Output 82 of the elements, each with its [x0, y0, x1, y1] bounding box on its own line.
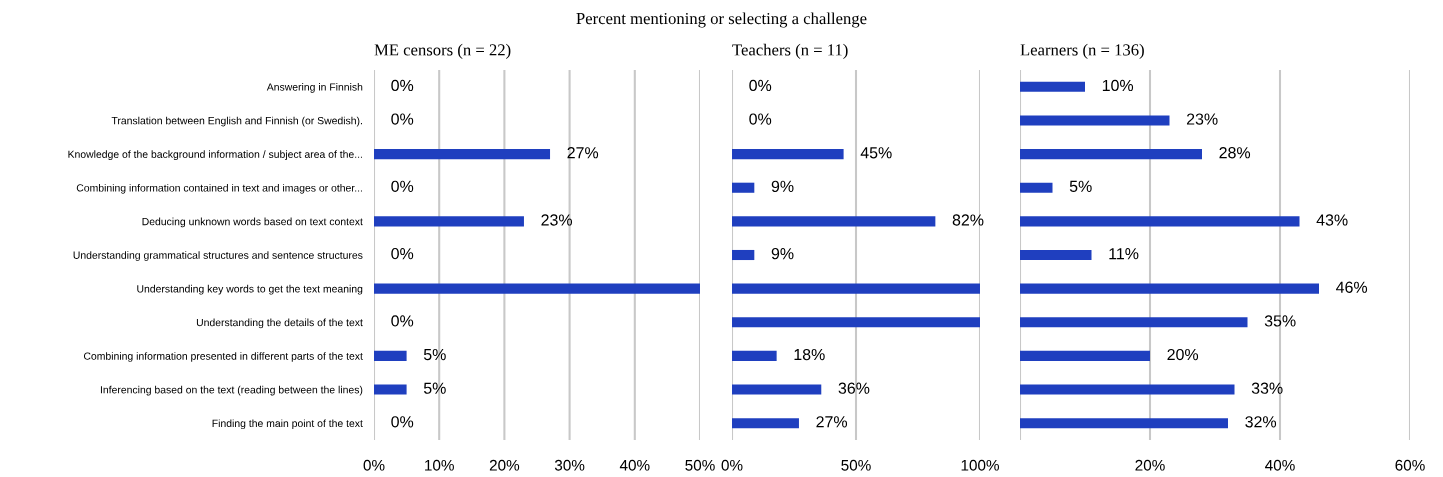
x-tick-label: 60% [1395, 459, 1425, 471]
data-label: 33% [1251, 382, 1283, 394]
data-label: 0% [391, 247, 414, 260]
data-label: 27% [816, 416, 848, 428]
data-label: 5% [423, 382, 446, 394]
data-label: 36% [838, 382, 870, 394]
x-tick-label: 20% [1135, 459, 1165, 471]
bar [1020, 384, 1235, 395]
data-label: 0% [391, 180, 414, 193]
x-tick-label: 100% [961, 459, 999, 471]
data-label: 0% [749, 113, 772, 125]
bar [732, 283, 980, 294]
y-tick-label: Combining information presented in different parts of the text [83, 352, 363, 362]
bar [732, 317, 980, 328]
bar [1020, 418, 1228, 429]
bar [1020, 350, 1150, 361]
x-tick-label: 40% [1265, 459, 1295, 471]
bar [1020, 249, 1092, 261]
bar [374, 350, 407, 361]
y-tick-label: Translation between English and Finnish (or Swedish). [111, 116, 362, 127]
chart-subtitle: Teachers (n = 11) [732, 43, 848, 59]
chart-subtitle: ME censors (n = 22) [374, 43, 511, 59]
y-tick-label: Inferencing based on the text (reading between the lines) [100, 385, 363, 396]
data-label: 46% [1336, 281, 1368, 293]
data-label: 0% [391, 79, 414, 92]
x-tick-label: 50% [685, 459, 715, 471]
data-label: 9% [771, 247, 794, 260]
y-tick-label: Answering in Finnish [266, 83, 363, 93]
y-tick-label: Finding the main point of the text [212, 419, 363, 430]
data-label: 23% [541, 214, 573, 226]
data-label: 0% [391, 113, 414, 125]
x-tick-label: 30% [554, 459, 585, 471]
bar [374, 283, 700, 294]
data-label: 0% [391, 315, 414, 327]
y-tick-label: Understanding the details of the text [196, 318, 363, 329]
bar [732, 216, 936, 227]
y-tick-label: Combining information contained in text and images or other... [76, 183, 362, 194]
chart-title: Percent mentioning or selecting a challenge [576, 12, 867, 28]
data-label: 35% [1264, 315, 1296, 327]
data-label: 23% [1186, 113, 1218, 125]
x-tick-label: 0% [721, 459, 743, 471]
bar [1020, 317, 1248, 328]
bar [732, 350, 777, 361]
y-tick-label: Knowledge of the background information / subject area of the... [68, 150, 362, 161]
bar [374, 384, 407, 395]
x-tick-label: 0% [363, 459, 385, 471]
bar [732, 249, 755, 261]
bar [1020, 283, 1319, 294]
bar [732, 149, 844, 160]
data-label: 0% [749, 79, 772, 92]
data-label: 5% [1069, 180, 1092, 193]
bar [732, 384, 822, 395]
data-label: 82% [952, 214, 984, 226]
x-tick-label: 40% [619, 459, 650, 471]
chart-subtitle: Learners (n = 136) [1020, 43, 1144, 59]
data-label: 0% [391, 416, 414, 428]
data-label: 10% [1102, 79, 1134, 92]
bar [1020, 81, 1085, 92]
data-label: 28% [1219, 147, 1251, 159]
data-label: 11% [1109, 248, 1139, 260]
x-tick-label: 20% [489, 459, 520, 471]
data-label: 43% [1316, 214, 1348, 226]
data-label: 27% [567, 147, 599, 159]
bar [374, 216, 524, 227]
data-label: 45% [860, 147, 892, 159]
bar [732, 182, 755, 193]
data-label: 5% [423, 348, 446, 361]
data-label: 32% [1245, 416, 1277, 428]
bar [1020, 149, 1202, 160]
bar [374, 149, 551, 160]
data-label: 20% [1167, 348, 1199, 361]
x-tick-label: 50% [841, 459, 871, 471]
bar [732, 418, 799, 429]
y-tick-label: Understanding key words to get the text meaning [137, 284, 363, 295]
bar [1020, 115, 1170, 126]
y-tick-label: Deducing unknown words based on text context [142, 217, 363, 228]
bar [1020, 182, 1053, 193]
y-tick-label: Understanding grammatical structures and sentence structures [73, 251, 363, 261]
x-tick-label: 10% [425, 459, 454, 471]
bar [1020, 216, 1300, 227]
data-label: 18% [794, 348, 825, 361]
data-label: 9% [771, 180, 794, 193]
